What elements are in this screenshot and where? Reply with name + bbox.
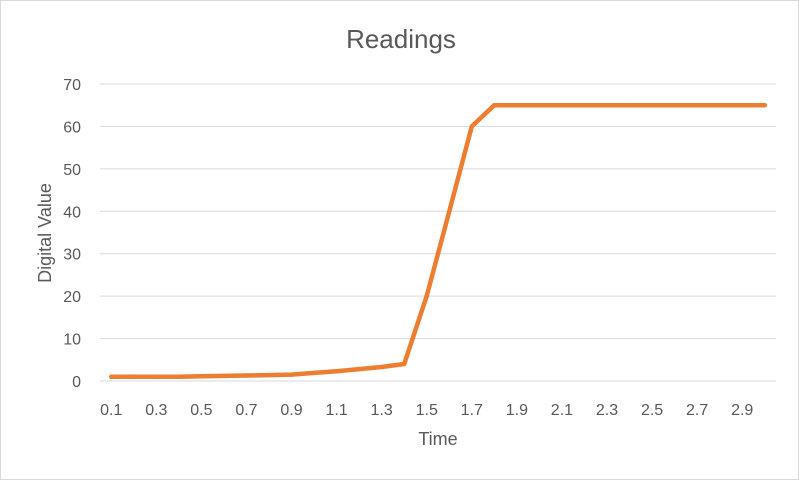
data-point: [514, 103, 520, 108]
data-point: [154, 374, 159, 379]
x-tick-label: 2.1: [551, 402, 573, 419]
y-tick-label: 50: [63, 162, 81, 179]
data-point: [447, 209, 452, 214]
data-point: [266, 372, 272, 378]
y-axis-title: Digital Value: [35, 183, 55, 283]
x-tick-label: 1.9: [506, 402, 528, 419]
x-tick-label: 2.9: [731, 402, 753, 419]
data-point: [356, 366, 362, 372]
data-point: [717, 103, 722, 108]
y-tick-label: 0: [72, 374, 81, 391]
data-point: [311, 370, 317, 376]
data-point: [131, 374, 136, 379]
y-tick-label: 30: [63, 247, 81, 264]
data-point: [199, 374, 204, 379]
y-tick-label: 40: [63, 204, 81, 221]
y-axis-ticks: 0 10 20 30 40 50 60 70: [63, 77, 81, 391]
y-tick-label: 70: [63, 77, 81, 94]
x-tick-label: 1.3: [371, 402, 393, 419]
x-tick-label: 2.7: [686, 402, 708, 419]
data-point: [740, 103, 745, 108]
data-point: [672, 103, 677, 108]
x-tick-label: 0.5: [190, 402, 212, 419]
y-tick-label: 60: [63, 119, 81, 136]
x-tick-label: 0.9: [280, 402, 302, 419]
x-axis-title: Time: [418, 429, 457, 449]
data-point: [109, 374, 114, 379]
data-point: [379, 364, 384, 370]
x-tick-label: 2.3: [596, 402, 618, 419]
data-point: [694, 103, 700, 108]
data-point: [402, 361, 407, 367]
series-layer: [109, 102, 767, 380]
x-tick-label: 2.5: [641, 402, 663, 419]
data-point: [469, 124, 474, 129]
chart-title: Readings: [346, 24, 456, 54]
data-point: [604, 103, 610, 108]
data-point: [289, 372, 294, 377]
data-point: [582, 103, 587, 108]
y-tick-label: 10: [63, 332, 81, 349]
data-point: [627, 103, 632, 108]
x-tick-label: 0.1: [100, 402, 122, 419]
data-point: [537, 103, 542, 108]
data-point: [762, 103, 767, 108]
x-tick-label: 1.1: [325, 402, 347, 419]
series-line: [109, 102, 767, 380]
x-tick-label: 1.7: [461, 402, 483, 419]
data-point: [649, 103, 655, 108]
x-tick-label: 0.3: [145, 402, 167, 419]
y-tick-label: 20: [63, 289, 81, 306]
data-point: [176, 374, 182, 379]
data-point: [221, 373, 227, 379]
data-point: [492, 103, 497, 108]
data-point: [334, 369, 339, 374]
x-axis-ticks: 0.1 0.3 0.5 0.7 0.9 1.1 1.3 1.5 1.7 1.9 2.1 2.3 2.5 2…: [100, 402, 753, 419]
data-point: [424, 293, 429, 299]
data-point: [244, 373, 249, 378]
gridlines: [100, 83, 776, 382]
x-tick-label: 1.5: [416, 402, 438, 419]
data-point: [559, 103, 565, 108]
x-tick-label: 0.7: [235, 402, 257, 419]
